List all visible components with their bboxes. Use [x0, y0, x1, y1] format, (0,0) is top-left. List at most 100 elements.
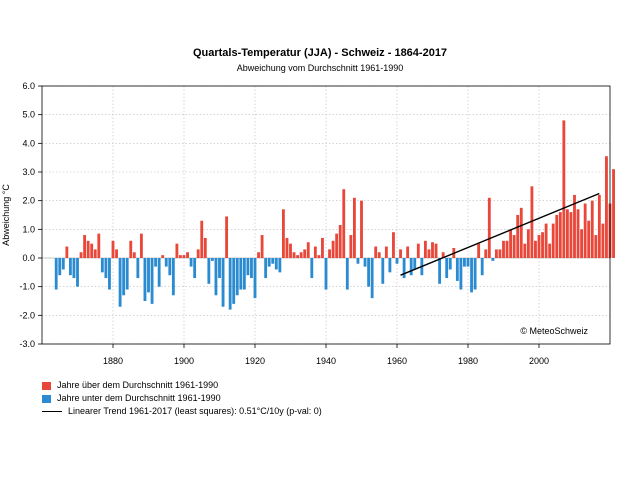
bar-1945	[342, 189, 346, 258]
legend-item-below: Jahre unter dem Durchschnitt 1961-1990	[42, 393, 221, 403]
bar-1989	[498, 249, 502, 258]
bar-1970	[431, 242, 434, 258]
legend-item-above: Jahre über dem Durchschnitt 1961-1990	[42, 380, 218, 390]
bar-1920	[253, 258, 257, 299]
bar-1947	[349, 235, 353, 258]
bar-1962	[402, 258, 406, 279]
bar-1983	[477, 243, 481, 258]
bar-1928	[281, 209, 285, 258]
x-tick-label: 2000	[529, 356, 549, 366]
bar-1893	[157, 258, 161, 287]
bar-2011	[576, 209, 580, 258]
bar-1913	[228, 258, 232, 310]
legend-swatch-below	[42, 394, 51, 403]
bar-1963	[406, 246, 410, 258]
bar-1915	[235, 258, 239, 296]
bar-1923	[264, 258, 268, 279]
bar-1959	[392, 232, 395, 258]
bar-2004	[551, 223, 555, 258]
bar-2014	[587, 220, 591, 258]
bar-1891	[150, 258, 154, 304]
bar-1886	[132, 252, 136, 258]
bar-1911	[221, 258, 225, 307]
bar-1871	[79, 252, 83, 258]
y-tick-label: 2.0	[22, 196, 35, 206]
bar-1879	[108, 258, 111, 290]
bar-1971	[434, 243, 438, 258]
bar-1942	[331, 240, 335, 258]
x-tick-label: 1900	[174, 356, 194, 366]
chart-grid	[42, 85, 610, 345]
bar-1873	[86, 240, 90, 258]
y-tick-label: 3.0	[22, 167, 35, 177]
bar-1991	[505, 240, 509, 258]
bar-1866	[61, 258, 65, 270]
bar-1982	[473, 258, 477, 290]
bar-1992	[509, 229, 513, 258]
bar-1892	[154, 258, 158, 267]
y-tick-label: 5.0	[22, 110, 35, 120]
bar-1954	[374, 246, 378, 258]
bar-1935	[306, 242, 310, 258]
bar-1985	[484, 249, 488, 258]
bar-1940	[324, 258, 328, 290]
x-tick-label: 1980	[458, 356, 478, 366]
bar-1994	[516, 215, 520, 258]
bar-1924	[267, 258, 271, 267]
bar-2015	[590, 200, 594, 258]
bar-1921	[257, 252, 260, 258]
bar-1941	[328, 249, 331, 258]
bar-1902	[189, 258, 193, 267]
bar-1903	[193, 258, 197, 279]
bar-1986	[487, 197, 491, 258]
bar-1980	[466, 258, 470, 267]
bar-1916	[239, 258, 243, 290]
bar-1951	[363, 258, 367, 267]
bar-1978	[459, 258, 463, 290]
bar-1946	[345, 258, 349, 290]
bar-2016	[594, 235, 598, 258]
bar-1901	[186, 252, 189, 258]
bar-1926	[274, 258, 278, 270]
bar-1981	[470, 258, 473, 293]
credit-label: © MeteoSchweiz	[520, 326, 588, 336]
bar-1888	[139, 233, 143, 258]
legend-label-trend: Linearer Trend 1961-2017 (least squares)…	[68, 406, 322, 416]
bar-1939	[321, 237, 324, 258]
bar-1927	[278, 258, 282, 273]
y-tick-label: -1.0	[19, 282, 35, 292]
bar-1880	[111, 240, 115, 258]
bar-2007	[562, 120, 566, 259]
bar-1958	[388, 258, 392, 273]
legend-swatch-above	[42, 381, 51, 390]
bar-2017	[597, 194, 601, 258]
bar-1987	[491, 258, 495, 261]
bar-1884	[125, 258, 129, 290]
bar-1925	[271, 258, 275, 264]
x-axis-ticks: 1880 1900 1920 1940 1960 1980 2000	[103, 344, 549, 366]
bar-1887	[136, 258, 140, 279]
bar-1877	[100, 258, 104, 273]
x-tick-label: 1940	[316, 356, 336, 366]
bar-1930	[289, 243, 292, 258]
chart-trend	[400, 192, 600, 276]
bar-1889	[143, 258, 147, 301]
bar-1895	[164, 258, 168, 267]
bar-1968	[423, 240, 427, 258]
bar-1885	[129, 240, 133, 258]
bar-1904	[196, 249, 200, 258]
bar-1960	[395, 258, 399, 264]
bar-1993	[512, 235, 516, 258]
bar-2002	[544, 223, 548, 258]
bar-1973	[441, 252, 445, 258]
bar-1943	[335, 233, 339, 258]
bar-1932	[296, 255, 300, 258]
bar-1864	[54, 258, 58, 290]
bar-1882	[118, 258, 122, 307]
bar-1918	[246, 258, 250, 276]
bar-1934	[303, 249, 307, 258]
x-tick-label: 1960	[387, 356, 407, 366]
bar-1912	[225, 216, 229, 258]
bar-1914	[232, 258, 236, 304]
